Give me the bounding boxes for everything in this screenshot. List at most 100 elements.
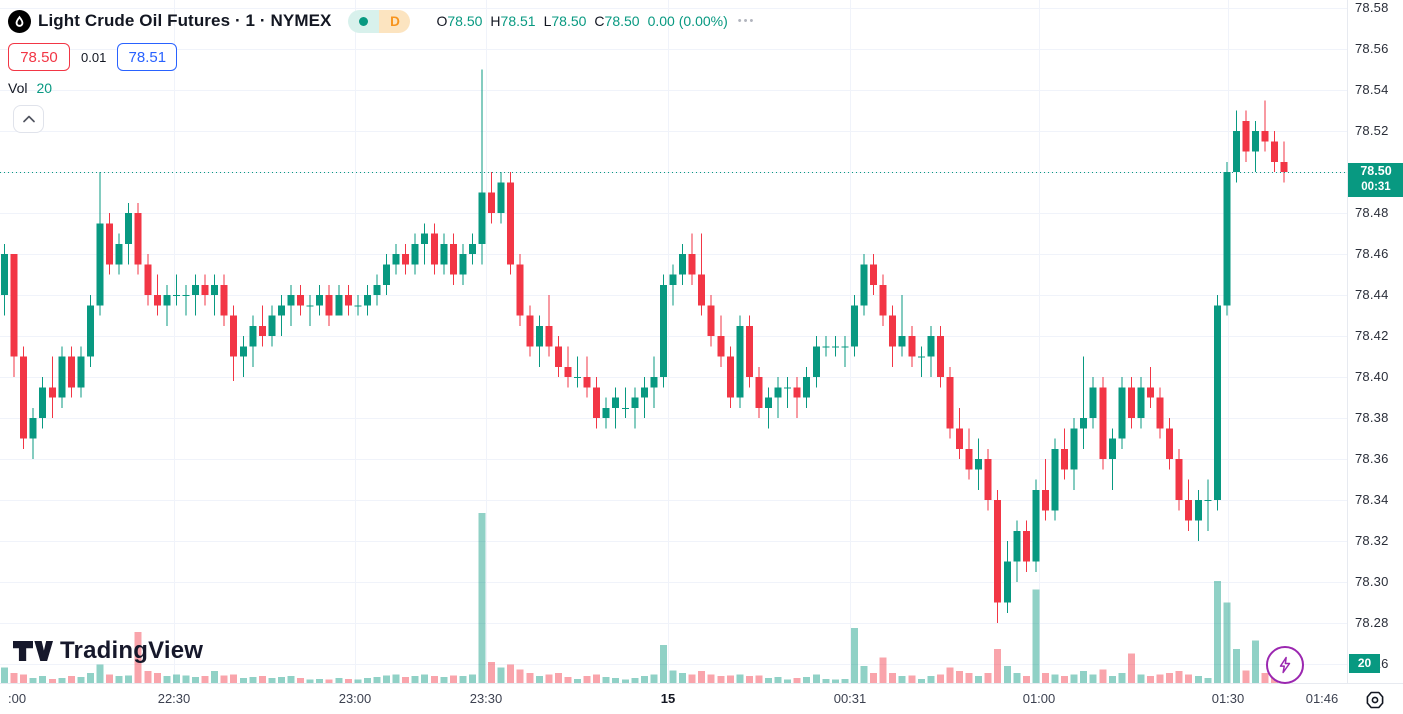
candle-body — [449, 243, 457, 275]
volume-bar — [363, 677, 371, 683]
candle-body — [1041, 489, 1049, 511]
volume-bar — [58, 677, 66, 683]
volume-bar — [822, 678, 830, 683]
volume-bar — [306, 679, 314, 683]
candle-body — [956, 428, 963, 449]
volume-bar — [220, 675, 228, 683]
candle-body — [316, 295, 324, 306]
candle-body — [631, 397, 639, 408]
candlestick-chart[interactable] — [0, 0, 1347, 683]
volume-bar — [325, 679, 333, 683]
candle-body — [421, 233, 429, 244]
candle-body — [745, 325, 753, 377]
candle-body — [268, 315, 276, 336]
candle-body — [1166, 428, 1174, 459]
volume-bar — [717, 676, 725, 683]
candle-body — [392, 254, 400, 265]
candle-body — [39, 387, 47, 418]
candle-body — [803, 377, 811, 398]
volume-bar — [201, 676, 209, 683]
price-tick-label: 78.54 — [1355, 82, 1389, 97]
settings-icon[interactable] — [1364, 689, 1386, 711]
volume-bar — [1175, 671, 1183, 683]
candle-body — [535, 325, 543, 347]
volume-bar — [106, 674, 114, 683]
legend-collapse-button[interactable] — [13, 105, 44, 133]
candle-body — [621, 407, 629, 409]
sell-button[interactable]: 78.50 — [8, 43, 70, 71]
candle-body — [564, 366, 572, 377]
volume-bar — [1032, 589, 1040, 683]
candle-body — [77, 356, 85, 388]
candle-body — [1080, 418, 1088, 429]
volume-bar — [354, 679, 362, 683]
volume-bar — [421, 674, 429, 683]
volume-bar — [316, 678, 324, 683]
volume-bar — [1261, 672, 1269, 683]
candle-body — [1261, 131, 1269, 142]
candle-body — [182, 295, 190, 296]
low-value: 78.50 — [551, 13, 587, 29]
candle-body — [1061, 448, 1069, 470]
time-tick-label: 00:31 — [833, 691, 867, 706]
time-axis[interactable]: :00 22:30 23:00 23:30 15 00:31 01:00 01:30 01:46 — [0, 683, 1347, 714]
volume-bar — [1185, 674, 1193, 683]
volume-bar — [1003, 666, 1011, 683]
candle-body — [1156, 397, 1164, 429]
price-axis[interactable]: 78.58 78.56 78.54 78.52 78.48 78.46 78.44 78.42… — [1347, 0, 1403, 683]
volume-bar — [153, 672, 161, 683]
candle-body — [984, 459, 992, 500]
candle-body — [172, 295, 180, 296]
volume-bar — [1223, 602, 1231, 683]
volume-bar — [812, 674, 820, 683]
volume-bar — [765, 677, 772, 683]
volume-bar — [688, 674, 696, 683]
candle-body — [211, 284, 219, 295]
volume-bar — [297, 677, 305, 683]
price-tick-label: 78.30 — [1355, 574, 1389, 589]
candle-body — [10, 254, 18, 357]
price-tick-label: 78.32 — [1355, 533, 1389, 548]
candle-body — [717, 336, 725, 357]
volume-bar — [1041, 672, 1049, 683]
volume-bar — [593, 674, 601, 683]
volume-label: Vol — [8, 80, 28, 96]
volume-bar — [564, 677, 572, 683]
volume-bar — [669, 670, 677, 683]
market-status-capsule[interactable]: D — [348, 9, 411, 33]
candle-body — [1137, 387, 1145, 418]
candle-body — [1175, 459, 1183, 500]
candle-body — [860, 264, 868, 306]
candle-body — [554, 346, 562, 367]
candle-body — [115, 243, 123, 265]
market-status-dot-icon — [359, 16, 369, 26]
time-tick-label: 15 — [660, 691, 676, 706]
time-tick-label: :00 — [8, 691, 27, 706]
candle-body — [1185, 500, 1193, 521]
volume-bar — [994, 649, 1002, 683]
volume-bar — [1, 667, 8, 683]
candle-body — [908, 336, 916, 357]
symbol-title[interactable]: Light Crude Oil Futures · 1 · NYMEX — [38, 11, 332, 30]
candle-body — [258, 325, 266, 336]
volume-bar — [258, 676, 266, 683]
candle-body — [497, 182, 505, 213]
more-options-icon[interactable]: ••• — [737, 15, 756, 27]
candle-body — [478, 192, 486, 244]
candle-body — [1, 254, 8, 295]
buy-button[interactable]: 78.51 — [117, 43, 178, 71]
boost-button[interactable] — [1266, 646, 1304, 684]
candle-body — [936, 336, 944, 377]
volume-bar — [516, 669, 524, 683]
tradingview-logo[interactable]: TradingView — [13, 637, 203, 665]
volume-bar — [488, 661, 496, 683]
volume-bar — [793, 677, 801, 683]
volume-bar — [698, 671, 706, 683]
volume-bar — [344, 678, 352, 683]
volume-bar — [172, 674, 180, 683]
volume-bar — [1166, 672, 1174, 683]
candle-body — [870, 264, 878, 285]
volume-bar — [163, 676, 171, 683]
candle-body — [249, 325, 257, 347]
volume-bar — [612, 677, 620, 683]
